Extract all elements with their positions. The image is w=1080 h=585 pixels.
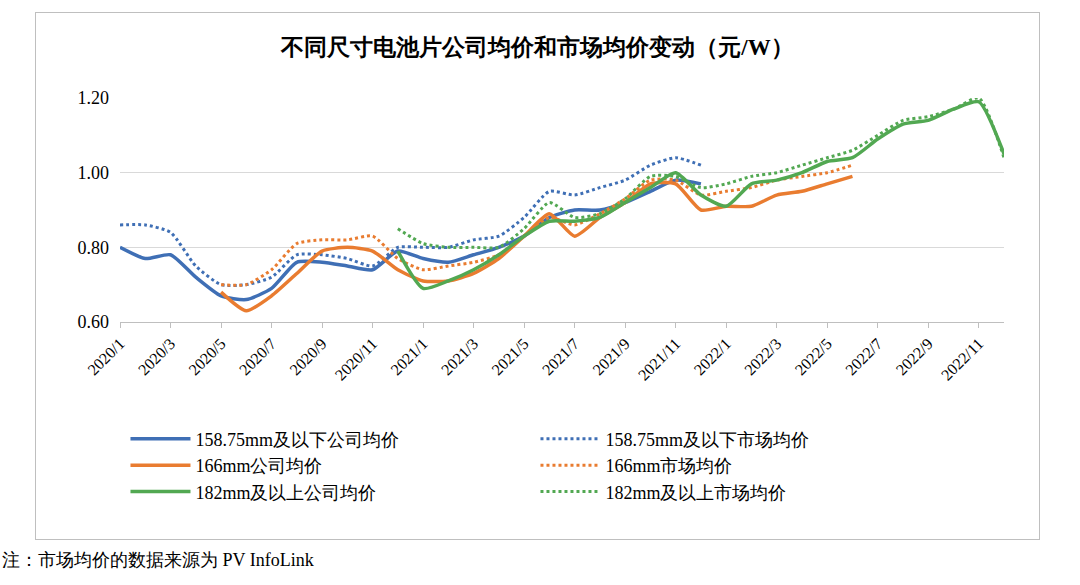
svg-text:182mm及以上公司均价: 182mm及以上公司均价 xyxy=(195,483,376,503)
svg-text:2022/7: 2022/7 xyxy=(842,335,885,378)
svg-text:2021/7: 2021/7 xyxy=(539,335,582,378)
svg-text:158.75mm及以下公司均价: 158.75mm及以下公司均价 xyxy=(195,430,399,450)
svg-text:不同尺寸电池片公司均价和市场均价变动（元/W）: 不同尺寸电池片公司均价和市场均价变动（元/W） xyxy=(280,34,793,60)
html-text:注：市场均价的数据来源为 PV InfoLink: 注：市场均价的数据来源为 PV InfoLink xyxy=(2,550,314,570)
svg-text:0.60: 0.60 xyxy=(78,312,110,332)
svg-text:2021/5: 2021/5 xyxy=(488,335,531,378)
svg-text:166mm公司均价: 166mm公司均价 xyxy=(195,456,322,476)
svg-text:2020/9: 2020/9 xyxy=(286,335,329,378)
svg-text:2020/3: 2020/3 xyxy=(135,335,178,378)
svg-text:1.20: 1.20 xyxy=(78,88,110,108)
svg-text:182mm及以上市场均价: 182mm及以上市场均价 xyxy=(605,483,786,503)
svg-text:166mm市场均价: 166mm市场均价 xyxy=(605,456,732,476)
svg-text:0.80: 0.80 xyxy=(78,238,110,258)
svg-text:2021/9: 2021/9 xyxy=(589,335,632,378)
svg-text:2021/3: 2021/3 xyxy=(438,335,481,378)
svg-text:2022/3: 2022/3 xyxy=(741,335,784,378)
svg-text:2022/5: 2022/5 xyxy=(792,335,835,378)
svg-text:2020/11: 2020/11 xyxy=(332,335,381,384)
svg-text:1.00: 1.00 xyxy=(78,163,110,183)
svg-text:2021/11: 2021/11 xyxy=(635,335,684,384)
svg-text:158.75mm及以下市场均价: 158.75mm及以下市场均价 xyxy=(605,430,809,450)
svg-text:2022/1: 2022/1 xyxy=(690,335,733,378)
svg-text:2020/5: 2020/5 xyxy=(185,335,228,378)
svg-text:2020/7: 2020/7 xyxy=(236,335,279,378)
svg-text:2022/11: 2022/11 xyxy=(938,335,987,384)
svg-text:2021/1: 2021/1 xyxy=(387,335,430,378)
svg-text:2020/1: 2020/1 xyxy=(84,335,127,378)
svg-text:2022/9: 2022/9 xyxy=(893,335,936,378)
